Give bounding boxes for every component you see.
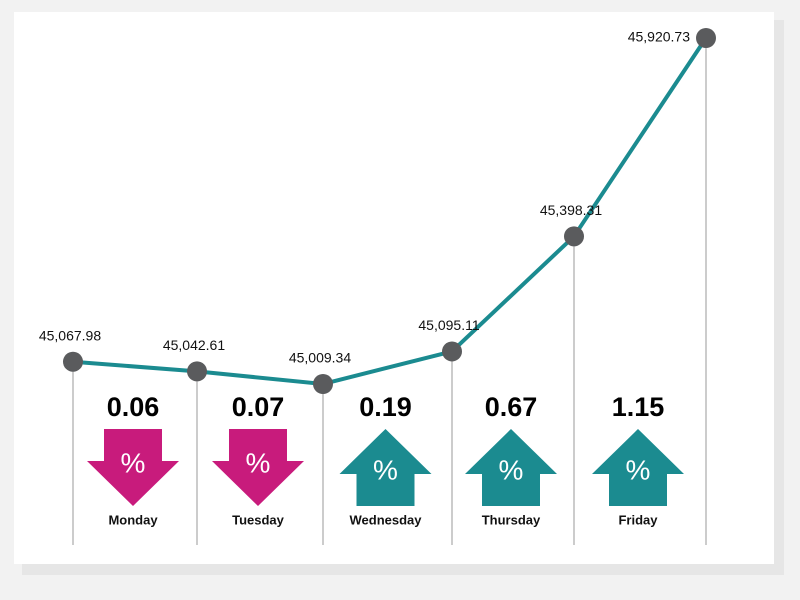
day-label: Thursday [482, 512, 541, 527]
arrow [339, 429, 432, 506]
day-label: Wednesday [349, 512, 422, 527]
arrow [87, 429, 179, 506]
value-label: 45,095.11 [418, 317, 479, 333]
value-label: 45,920.73 [628, 29, 690, 45]
point [63, 351, 83, 372]
line [72, 36, 708, 387]
arrow-symbol: % [626, 454, 651, 485]
point [313, 374, 333, 394]
point [187, 361, 207, 382]
arrow-symbol: % [373, 454, 398, 485]
arrow [465, 429, 557, 506]
day-label: Tuesday [232, 512, 285, 527]
value-label: 45,398.31 [540, 202, 602, 218]
arrow-symbol: % [246, 447, 271, 478]
point [442, 341, 462, 362]
arrow-symbol: % [121, 447, 146, 478]
arrow [592, 429, 684, 506]
change-label: 1.15 [612, 392, 665, 422]
value-label: 45,067.98 [39, 327, 101, 343]
point [696, 28, 716, 48]
change-label: 0.07 [232, 392, 285, 422]
day-label: Monday [108, 512, 158, 527]
change-label: 0.06 [107, 392, 160, 422]
change-label: 0.67 [485, 392, 538, 422]
point [564, 226, 584, 247]
value-label: 45,042.61 [163, 337, 225, 353]
day-label: Friday [618, 512, 658, 527]
change-label: 0.19 [359, 392, 412, 422]
arrow [212, 429, 304, 506]
arrow-symbol: % [499, 454, 524, 485]
value-label: 45,009.34 [289, 350, 351, 366]
